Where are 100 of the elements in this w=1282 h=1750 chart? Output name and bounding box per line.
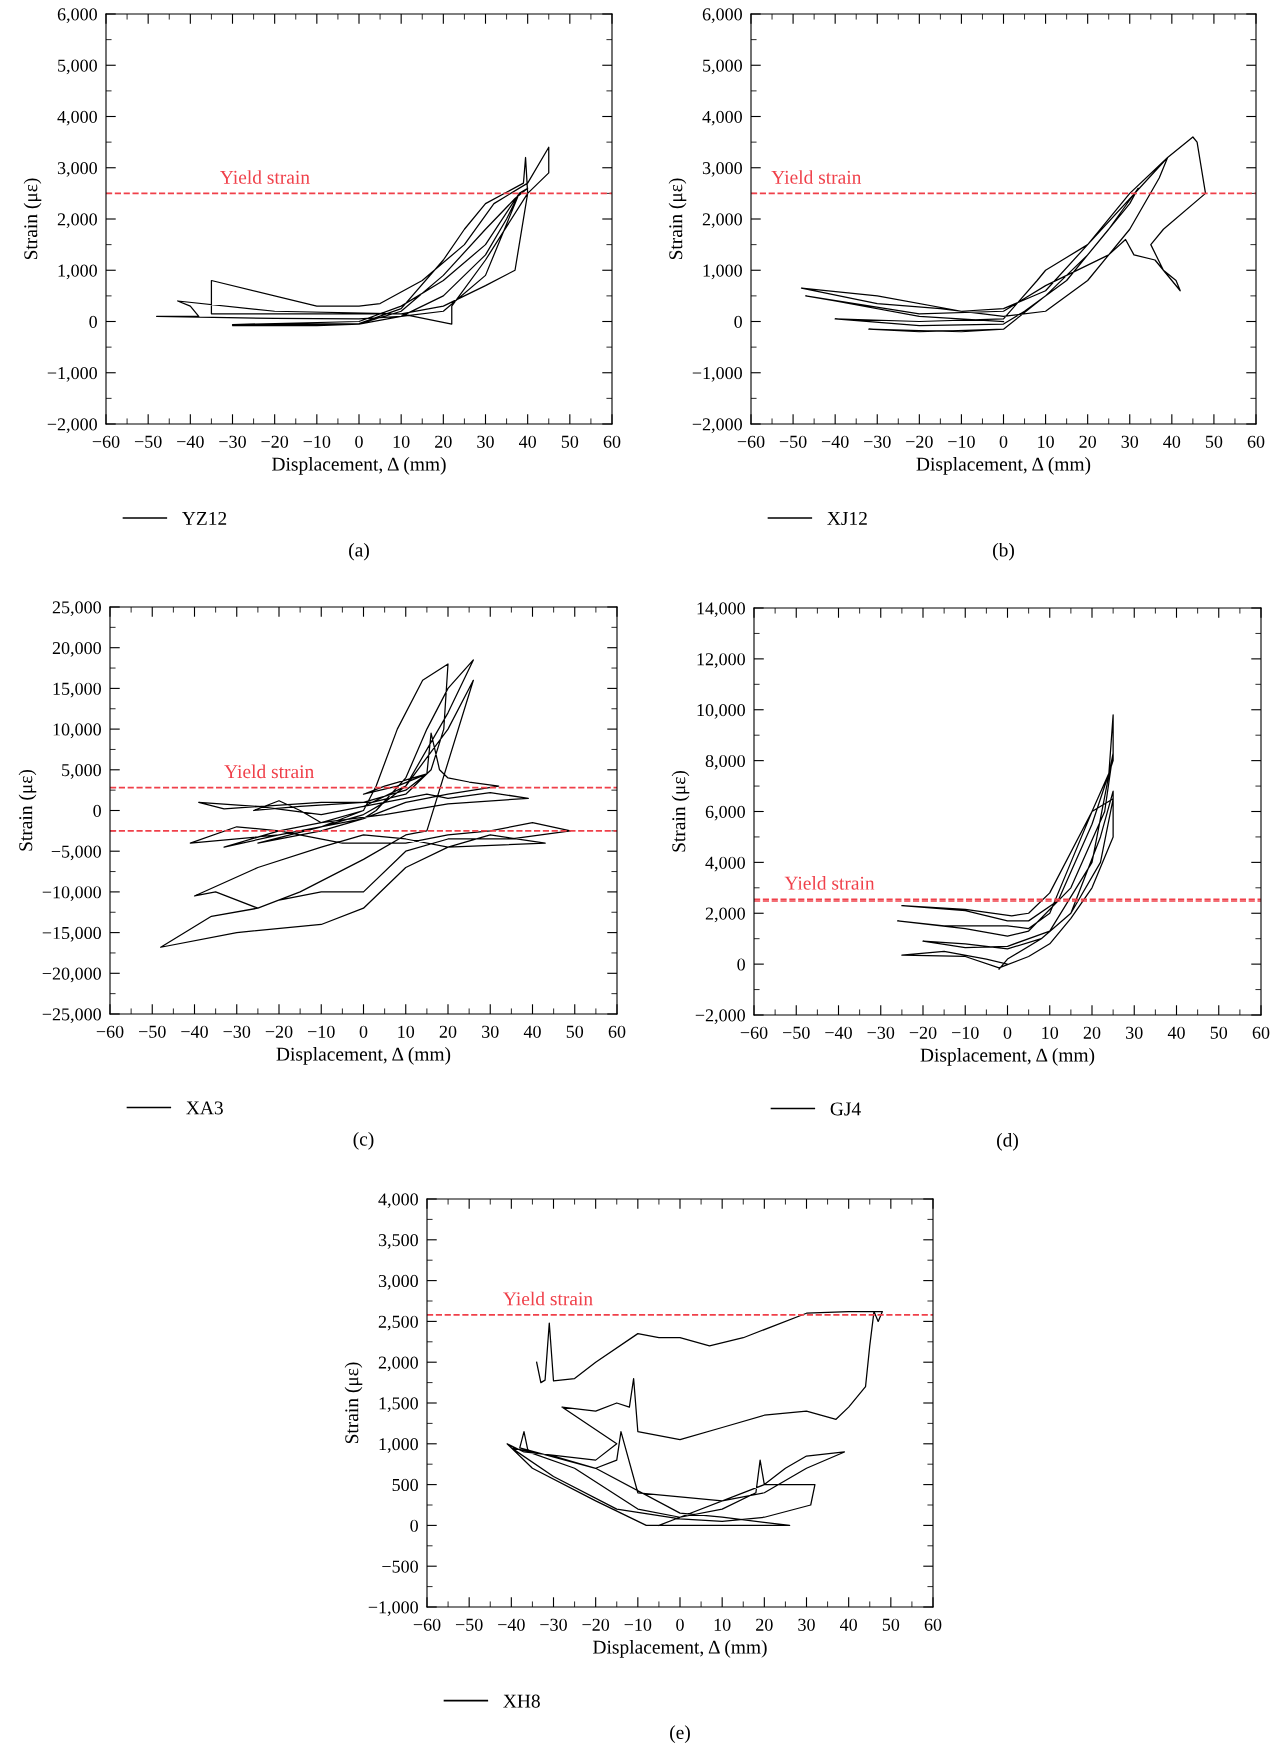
y-tick-label: 6,000: [57, 8, 97, 24]
x-tick-label: −50: [139, 1025, 166, 1038]
x-tick-label: −50: [783, 1026, 810, 1039]
x-tick-label: −40: [825, 1026, 852, 1039]
y-tick-label: 10,000: [53, 723, 101, 739]
line-series: [155, 146, 550, 327]
y-tick-label: −5,000: [51, 845, 101, 861]
text: (e): [670, 1725, 690, 1743]
y-tick-label: 6,000: [702, 8, 742, 24]
y-axis-title: Strain (με): [23, 178, 42, 260]
ref-line-label: Yield strain: [220, 170, 310, 184]
x-axis-title: Displacement, Δ (mm): [916, 457, 1091, 475]
y-tick-label: 2,000: [378, 1356, 418, 1372]
x-tick-label: −10: [308, 1025, 335, 1038]
y-tick-label: −1,000: [692, 367, 742, 382]
ref-line-label: Yield strain: [503, 1291, 593, 1306]
x-tick-label: −20: [265, 1025, 293, 1038]
y-tick-label: 0: [734, 315, 742, 328]
x-tick-label: −20: [906, 435, 933, 448]
x-tick-label: 30: [798, 1618, 815, 1631]
ref-line-label: Yield strain: [784, 876, 875, 890]
x-tick-label: −60: [92, 435, 120, 448]
x-axis-title: Displacement, Δ (mm): [272, 457, 446, 475]
x-tick-label: −30: [867, 1026, 895, 1039]
x-tick-label: 0: [1003, 1026, 1012, 1039]
y-tick-label: 3,000: [57, 162, 97, 177]
y-axis-title: Strain (με): [671, 770, 690, 852]
x-tick-label: 20: [756, 1618, 773, 1631]
x-tick-label: −20: [909, 1026, 937, 1039]
x-tick-label: −40: [498, 1618, 525, 1631]
y-tick-label: 1,000: [703, 264, 742, 280]
x-axis-title: Displacement, Δ (mm): [276, 1047, 451, 1065]
x-tick-label: −20: [582, 1618, 610, 1631]
y-tick-label: 4,000: [705, 856, 745, 872]
x-tick-label: 10: [714, 1618, 731, 1631]
text: (a): [349, 542, 369, 561]
y-tick-label: −20,000: [42, 967, 101, 983]
y-axis-title: Strain (με): [668, 178, 687, 260]
line-series: [160, 659, 572, 948]
y-tick-label: 5,000: [703, 59, 742, 75]
y-tick-label: 1,000: [58, 264, 97, 280]
x-tick-label: 40: [1163, 435, 1181, 448]
line-series: [506, 1310, 884, 1527]
x-tick-label: 40: [523, 1025, 541, 1038]
y-tick-label: 2,000: [705, 907, 745, 923]
y-tick-label: 14,000: [697, 602, 745, 618]
y-tick-label: 15,000: [53, 682, 101, 698]
x-tick-label: −50: [779, 435, 807, 448]
legend-label: XH8: [503, 1694, 540, 1708]
x-tick-label: 60: [608, 1025, 626, 1038]
y-tick-label: −1,000: [368, 1601, 418, 1617]
x-tick-label: 50: [1205, 435, 1223, 448]
y-tick-label: 6,000: [705, 805, 745, 821]
line-series: [897, 714, 1114, 970]
legend-label: YZ12: [182, 511, 227, 525]
legend-label: GJ4: [830, 1102, 861, 1116]
y-tick-label: 1,500: [379, 1397, 418, 1413]
y-tick-label: −2,000: [695, 1009, 745, 1025]
x-tick-label: −30: [864, 435, 891, 448]
y-tick-label: 20,000: [52, 641, 101, 657]
x-tick-label: 60: [603, 435, 621, 448]
x-tick-label: −20: [261, 435, 289, 448]
x-axis-title: Displacement, Δ (mm): [920, 1048, 1095, 1066]
text: (c): [353, 1132, 374, 1150]
y-tick-label: −500: [382, 1560, 418, 1573]
x-tick-label: −60: [737, 435, 765, 448]
x-tick-label: 40: [1167, 1026, 1185, 1039]
y-tick-label: 2,500: [378, 1315, 418, 1331]
y-tick-label: 2,000: [57, 213, 97, 229]
x-tick-label: −40: [821, 435, 849, 448]
x-tick-label: −50: [455, 1618, 483, 1631]
x-tick-label: −30: [223, 1025, 251, 1038]
y-tick-label: 1,000: [379, 1438, 418, 1453]
y-tick-label: 4,000: [702, 110, 742, 126]
text: (b): [993, 542, 1014, 561]
y-tick-label: −10,000: [42, 886, 101, 901]
x-tick-label: 60: [1247, 435, 1265, 448]
y-tick-label: 2,000: [702, 213, 742, 229]
x-tick-label: 50: [882, 1618, 900, 1631]
x-tick-label: −60: [740, 1026, 768, 1039]
x-tick-label: 40: [839, 1618, 858, 1631]
x-tick-label: 0: [355, 435, 363, 448]
y-tick-label: 3,500: [378, 1234, 418, 1249]
y-tick-label: 0: [89, 315, 97, 328]
x-tick-label: −10: [952, 1026, 979, 1039]
x-tick-label: −10: [303, 435, 331, 448]
x-tick-label: 0: [999, 435, 1008, 448]
y-tick-label: 0: [93, 804, 101, 817]
y-tick-label: −25,000: [42, 1008, 101, 1024]
x-tick-label: −30: [540, 1618, 567, 1631]
y-tick-label: 500: [392, 1478, 418, 1492]
y-tick-label: −2,000: [692, 418, 742, 434]
x-tick-label: −10: [948, 435, 975, 448]
x-tick-label: 60: [924, 1618, 942, 1631]
y-tick-label: −2,000: [47, 418, 97, 434]
x-tick-label: 10: [398, 1025, 415, 1038]
y-tick-label: 5,000: [62, 764, 101, 779]
text: (d): [997, 1133, 1018, 1151]
x-tick-label: 30: [1126, 1026, 1143, 1039]
x-tick-label: 50: [1210, 1026, 1228, 1039]
